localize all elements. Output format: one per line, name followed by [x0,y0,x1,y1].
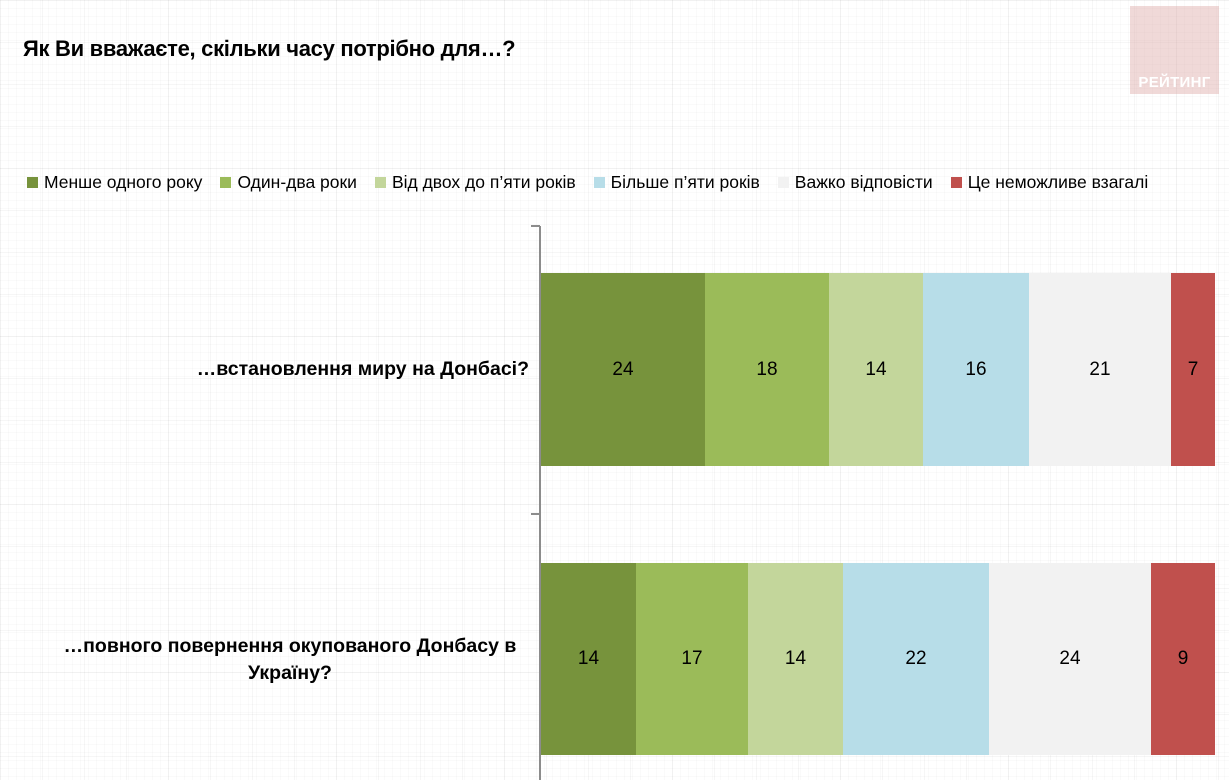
bar-segment-hard-to-say: 21 [1029,273,1171,466]
bar-return: 14 17 14 22 24 9 [541,563,1215,755]
bar-segment-two-five-years: 14 [748,563,843,755]
category-label-return: …повного повернення окупованого Донбасу … [40,633,540,687]
legend-swatch [593,176,605,188]
legend-swatch [777,176,789,188]
brand-logo-text: РЕЙТИНГ [1138,74,1211,91]
brand-logo: РЕЙТИНГ [1130,6,1219,94]
legend-label: Від двох до п’яти років [391,171,576,192]
category-label-line: Україну? [248,662,332,684]
legend-label: Менше одного року [44,171,203,192]
bar-segment-one-two-years: 18 [705,273,829,466]
axis-tick [531,225,540,227]
legend-item-less-than-year: Менше одного року [27,172,202,193]
bar-segment-hard-to-say: 24 [989,563,1151,755]
category-label-line: …повного повернення окупованого Донбасу … [63,635,517,657]
legend-swatch [950,176,962,188]
legend-item-one-two-years: Один-два роки [220,172,357,193]
legend-item-two-five-years: Від двох до п’яти років [374,171,576,193]
bar-segment-impossible: 7 [1171,273,1215,466]
legend-label: Один-два роки [237,171,357,192]
legend-swatch [220,176,232,188]
legend-label: Більше п’яти років [610,171,760,192]
legend-item-impossible: Це неможливе взагалі [950,171,1149,193]
legend-item-hard-to-say: Важко відповісти [777,171,933,193]
bar-segment-one-two-years: 17 [636,563,748,755]
bar-segment-more-than-five-years: 16 [923,273,1029,466]
bar-segment-more-than-five-years: 22 [843,563,989,755]
legend-swatch [27,176,38,188]
bar-segment-impossible: 9 [1151,563,1215,755]
bar-segment-less-than-year: 14 [541,563,636,755]
chart-title: Як Ви вважаєте, скільки часу потрібно дл… [23,36,516,61]
bar-segment-two-five-years: 14 [829,273,923,466]
legend-swatch [374,176,386,188]
legend-item-more-than-five-years: Більше п’яти років [593,171,760,193]
legend-label: Важко відповісти [794,171,933,192]
axis-tick [531,513,540,515]
legend-label: Це неможливе взагалі [967,171,1149,192]
bar-peace: 24 18 14 16 21 7 [541,273,1215,466]
category-label-peace: …встановлення миру на Донбасі? [196,358,529,380]
bar-segment-less-than-year: 24 [541,273,705,466]
category-axis [539,226,541,780]
chart-legend: Менше одного року Один-два роки Від двох… [27,171,1148,193]
